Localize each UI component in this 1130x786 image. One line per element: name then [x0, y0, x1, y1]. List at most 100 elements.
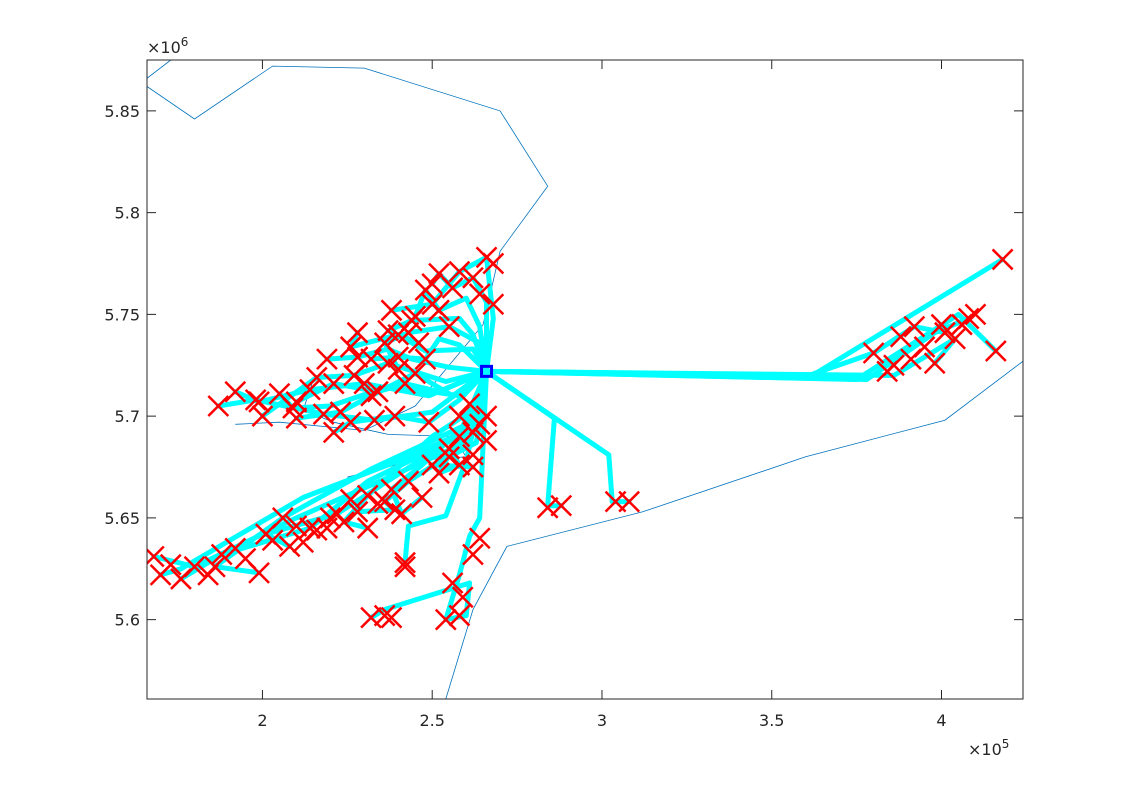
customer-marker-22 — [360, 606, 382, 629]
x-tick-label-1: 2.5 — [419, 711, 444, 730]
customer-marker-75 — [305, 366, 328, 389]
customer-marker-112 — [462, 266, 484, 289]
x-tick-label-0: 2 — [257, 711, 267, 730]
customer-marker-119 — [482, 293, 505, 316]
customer-marker-74 — [299, 378, 321, 401]
route-line-6 — [484, 368, 564, 509]
customer-marker-89 — [377, 352, 399, 375]
x-axis-ticks: 2 2.5 3 3.5 4 — [257, 60, 947, 730]
customer-marker-111 — [448, 260, 471, 283]
customer-marker-78 — [322, 421, 345, 444]
customer-marker-61 — [197, 563, 219, 586]
customer-marker-97 — [339, 336, 362, 358]
customer-marker-48 — [346, 500, 369, 523]
customer-marker-95 — [414, 348, 437, 371]
route-line-17 — [215, 368, 489, 423]
y-axis-exponent: ×106 — [147, 35, 188, 57]
customer-marker-59 — [316, 517, 338, 539]
customer-marker-92 — [387, 358, 410, 381]
customer-marker-34 — [183, 555, 206, 578]
plot-area-background — [147, 60, 1023, 699]
route-line-20 — [259, 360, 489, 419]
plot-axes-box — [146, 59, 1024, 700]
customer-markers — [147, 246, 1014, 631]
customer-marker-118 — [482, 252, 505, 275]
customer-marker-107 — [421, 272, 444, 295]
customer-marker-82 — [316, 348, 338, 371]
y-tick-label-2: 5.7 — [115, 407, 140, 426]
customer-marker-90 — [383, 405, 406, 428]
depot-marker-group — [480, 364, 494, 378]
customer-marker-122 — [438, 445, 461, 468]
customer-marker-29 — [462, 543, 484, 566]
y-tick-label-0: 5.6 — [115, 611, 140, 630]
customer-marker-21 — [394, 555, 416, 578]
customer-marker-36 — [210, 543, 233, 566]
customer-marker-24 — [380, 606, 403, 629]
route-line-4 — [484, 336, 958, 378]
customer-marker-68 — [248, 391, 270, 413]
customer-marker-105 — [404, 305, 427, 328]
customer-marker-54 — [390, 502, 413, 525]
y-exponent-power: 6 — [181, 35, 189, 49]
customer-marker-40 — [278, 535, 301, 558]
customer-marker-4 — [923, 352, 946, 375]
customer-marker-98 — [346, 321, 369, 344]
customer-marker-104 — [407, 331, 430, 354]
boundary-line-1 — [147, 60, 172, 79]
y-tick-label-1: 5.65 — [104, 509, 140, 528]
customer-marker-115 — [380, 299, 403, 322]
customer-marker-123 — [448, 454, 471, 476]
customer-marker-66 — [224, 380, 247, 403]
customer-marker-28 — [451, 586, 474, 609]
customer-marker-96 — [417, 411, 440, 434]
customer-marker-87 — [363, 409, 386, 432]
customer-marker-20 — [394, 551, 416, 574]
customer-marker-50 — [356, 484, 379, 507]
customer-marker-80 — [339, 411, 362, 434]
customer-marker-94 — [404, 362, 427, 385]
customer-marker-41 — [271, 506, 294, 529]
customer-marker-133 — [458, 393, 481, 415]
x-tick-label-2: 3 — [597, 711, 607, 730]
boundary-line-0 — [147, 65, 549, 431]
customer-marker-88 — [367, 380, 389, 403]
customer-marker-121 — [428, 462, 450, 484]
customer-marker-15 — [900, 348, 922, 371]
customer-marker-25 — [434, 608, 457, 631]
customer-marker-73 — [285, 407, 308, 430]
customer-marker-99 — [373, 331, 396, 354]
customer-marker-30 — [468, 527, 491, 550]
customer-marker-11 — [930, 313, 953, 336]
customer-marker-44 — [299, 517, 321, 539]
customer-marker-65 — [207, 395, 230, 417]
customer-marker-126 — [448, 425, 471, 448]
customer-marker-77 — [322, 372, 345, 395]
customer-marker-116 — [438, 315, 461, 338]
y-tick-label-3: 5.75 — [104, 305, 140, 324]
y-axis-ticks: 5.6 5.65 5.7 5.75 5.8 5.85 — [104, 102, 1023, 630]
customer-marker-53 — [383, 498, 406, 521]
customer-marker-6 — [903, 315, 926, 338]
y-tick-label-5: 5.85 — [104, 102, 140, 121]
customer-marker-17 — [604, 490, 627, 513]
customer-marker-0 — [991, 248, 1014, 271]
customer-marker-63 — [261, 529, 284, 552]
x-tick-label-4: 4 — [936, 711, 946, 730]
customer-marker-47 — [333, 511, 355, 533]
customer-marker-10 — [889, 325, 912, 348]
customer-marker-27 — [441, 572, 464, 594]
route-line-12 — [212, 368, 489, 576]
customer-marker-58 — [339, 488, 362, 511]
customer-marker-131 — [468, 413, 491, 436]
customer-marker-18 — [550, 494, 573, 517]
customer-marker-64 — [285, 515, 308, 537]
depot-marker — [480, 364, 494, 378]
customer-marker-49 — [356, 517, 379, 539]
x-exponent-power: 5 — [1002, 737, 1010, 751]
customer-marker-86 — [360, 348, 382, 371]
customer-marker-69 — [251, 405, 274, 428]
customer-marker-57 — [380, 478, 403, 501]
customer-marker-3 — [934, 321, 956, 344]
